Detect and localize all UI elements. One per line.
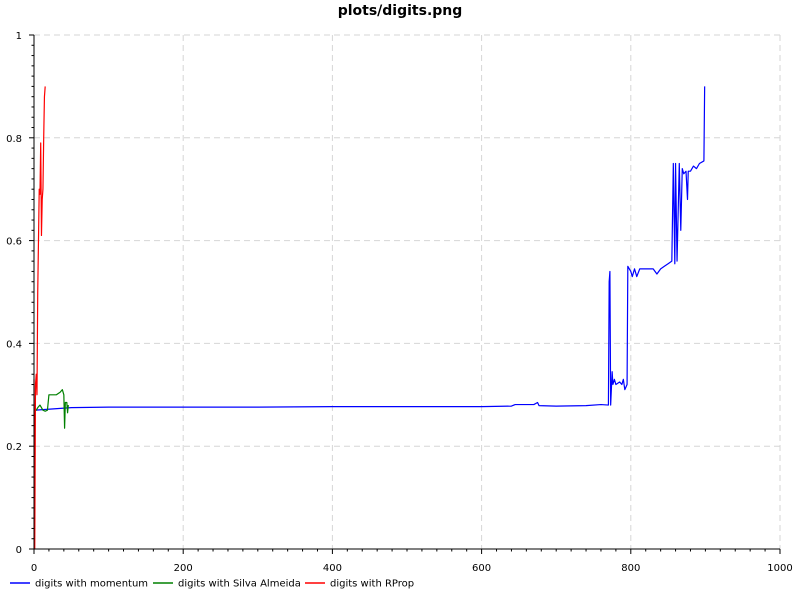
x-tick-label: 600: [472, 563, 491, 574]
series-line-2: [33, 86, 46, 550]
x-tick-label: 0: [31, 563, 37, 574]
series-line-1: [34, 389, 69, 429]
series-layer: [33, 86, 706, 550]
axis-layer: [29, 34, 781, 554]
x-tick-label: 1000: [767, 563, 792, 574]
legend-item-1: digits with Silva Almeida: [153, 579, 301, 590]
legend-item-2: digits with RProp: [305, 579, 414, 590]
series-line-0: [33, 86, 706, 411]
y-tick-label: 0.6: [6, 237, 22, 248]
chart-title: plots/digits.png: [338, 3, 463, 19]
y-tick-label: 0: [16, 545, 22, 556]
legend: digits with momentum digits with Silva Al…: [10, 579, 414, 590]
y-tick-label: 1: [16, 31, 22, 42]
y-tick-label: 0.4: [6, 339, 22, 350]
y-tick-label: 0.2: [6, 442, 22, 453]
y-tick-label: 0.8: [6, 134, 22, 145]
x-tick-label: 200: [174, 563, 193, 574]
legend-label: digits with momentum: [35, 579, 148, 590]
grid-layer: [34, 34, 781, 549]
legend-label: digits with Silva Almeida: [178, 579, 301, 590]
x-tick-label: 400: [323, 563, 342, 574]
legend-label: digits with RProp: [330, 579, 414, 590]
tick-layer: 0 200 400 600 800 1000 0 0.2 0.4 0.6 0.8 1: [6, 31, 793, 574]
x-tick-label: 800: [621, 563, 640, 574]
legend-item-0: digits with momentum: [10, 579, 148, 590]
